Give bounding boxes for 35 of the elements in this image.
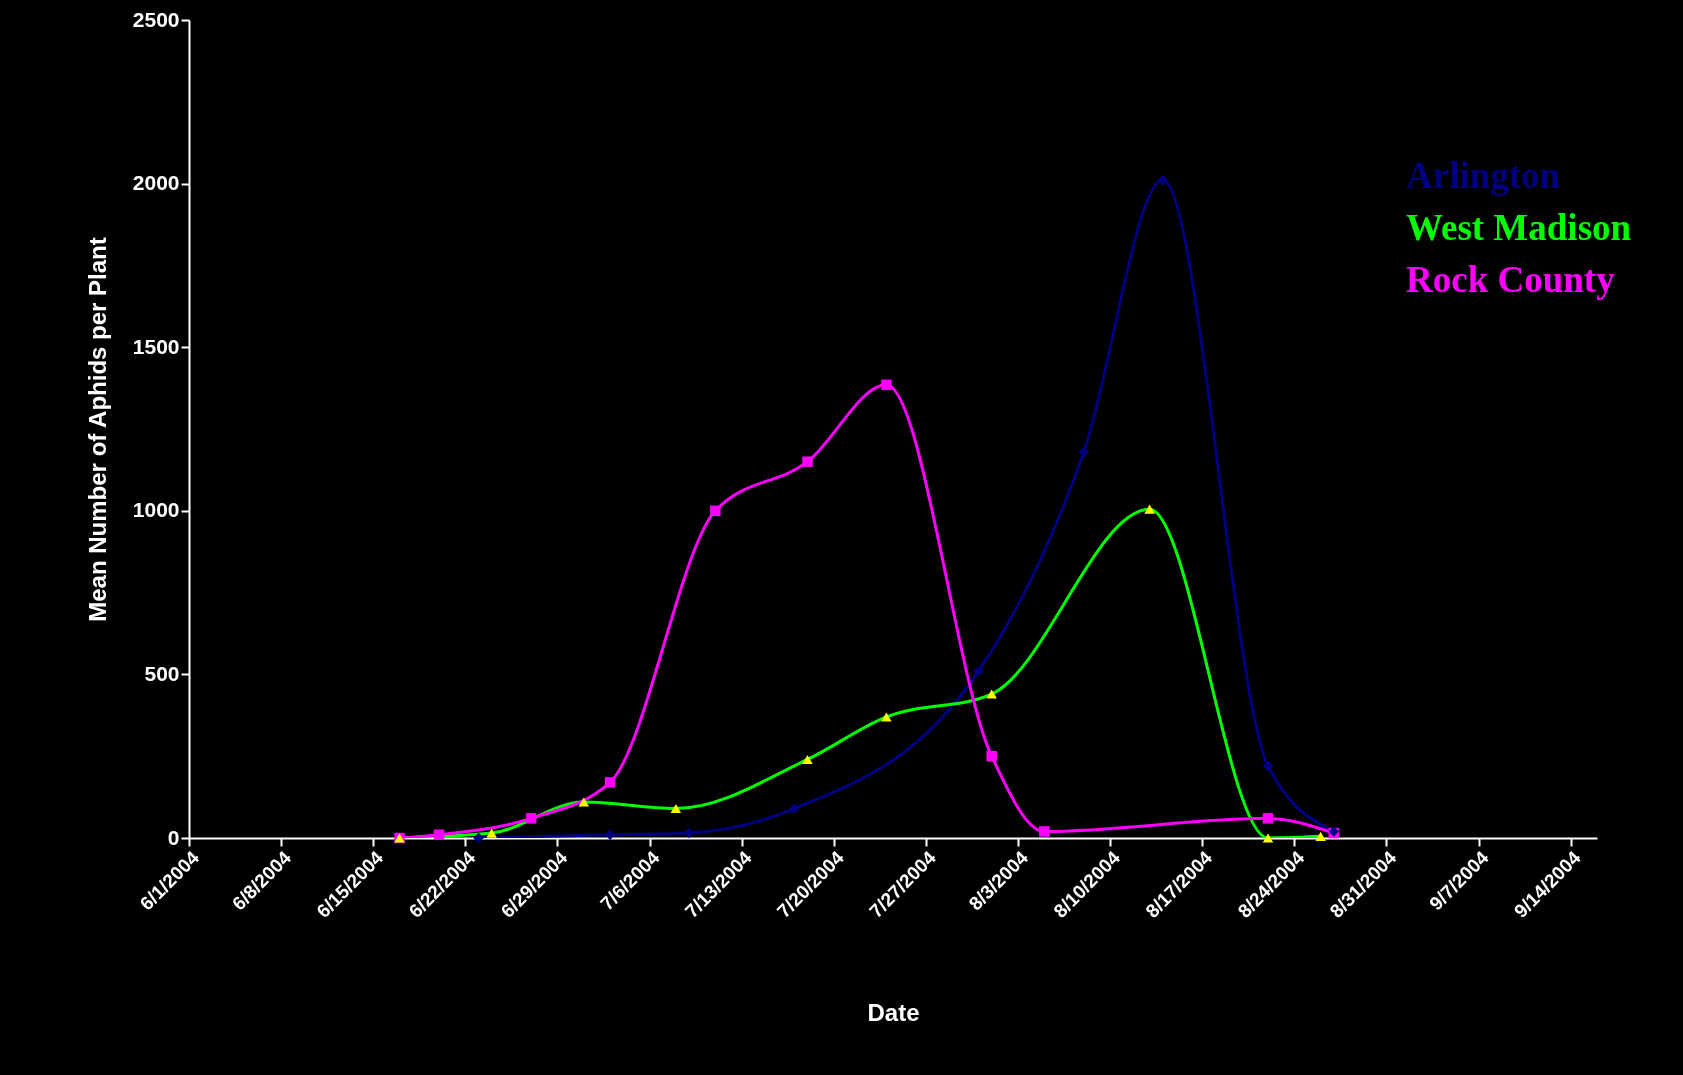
y-axis-title: Mean Number of Aphids per Plant: [83, 237, 111, 622]
point: [881, 712, 892, 722]
x-axis-title: Date: [867, 998, 920, 1026]
point: [710, 505, 721, 517]
point: [881, 379, 892, 391]
point: [986, 750, 997, 762]
point: [973, 665, 984, 677]
point: [473, 832, 484, 844]
y-tick-label: 0: [167, 825, 180, 849]
point: [525, 813, 537, 824]
point: [1157, 175, 1168, 186]
point: [1078, 446, 1090, 458]
point: [802, 456, 813, 467]
point: [1315, 831, 1326, 841]
point: [604, 777, 616, 788]
y-tick-label: 2000: [132, 171, 180, 195]
point: [486, 828, 497, 838]
y-tick-label: 500: [144, 661, 180, 685]
point: [670, 804, 682, 814]
text: Rock County: [1406, 259, 1616, 300]
point: [789, 803, 800, 814]
point: [1262, 813, 1274, 824]
y-tick-label: 2500: [132, 7, 180, 31]
y-tick-label: 1000: [132, 498, 180, 522]
point: [986, 689, 997, 699]
point: [433, 829, 445, 840]
point: [1262, 833, 1274, 843]
text: Arlington: [1406, 155, 1561, 196]
text: West Madison: [1406, 207, 1632, 248]
point: [1039, 826, 1050, 837]
point: [1262, 760, 1274, 772]
y-tick-label: 1500: [132, 334, 180, 358]
point: [1144, 504, 1155, 514]
point: [802, 754, 813, 765]
point: [578, 797, 590, 807]
